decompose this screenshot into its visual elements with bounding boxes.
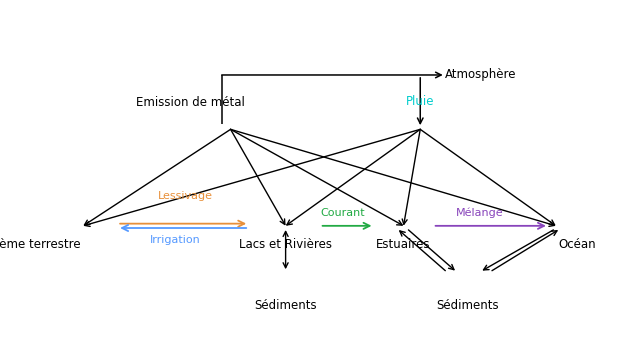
Text: Pluie: Pluie [406, 95, 434, 108]
Text: Système terrestre: Système terrestre [0, 238, 81, 251]
Text: Océan: Océan [559, 238, 596, 251]
Text: Atmosphère: Atmosphère [445, 68, 517, 82]
Text: Sédiments: Sédiments [436, 299, 499, 312]
Text: Lacs et Rivières: Lacs et Rivières [239, 238, 332, 251]
Text: Irrigation: Irrigation [150, 235, 200, 245]
Text: Courant: Courant [321, 208, 365, 218]
Text: Estuaires: Estuaires [377, 238, 430, 251]
Text: Sédiments: Sédiments [254, 299, 317, 312]
Text: Emission de métal: Emission de métal [136, 96, 245, 109]
Text: Lessivage: Lessivage [157, 191, 212, 201]
Text: Mélange: Mélange [456, 207, 503, 218]
